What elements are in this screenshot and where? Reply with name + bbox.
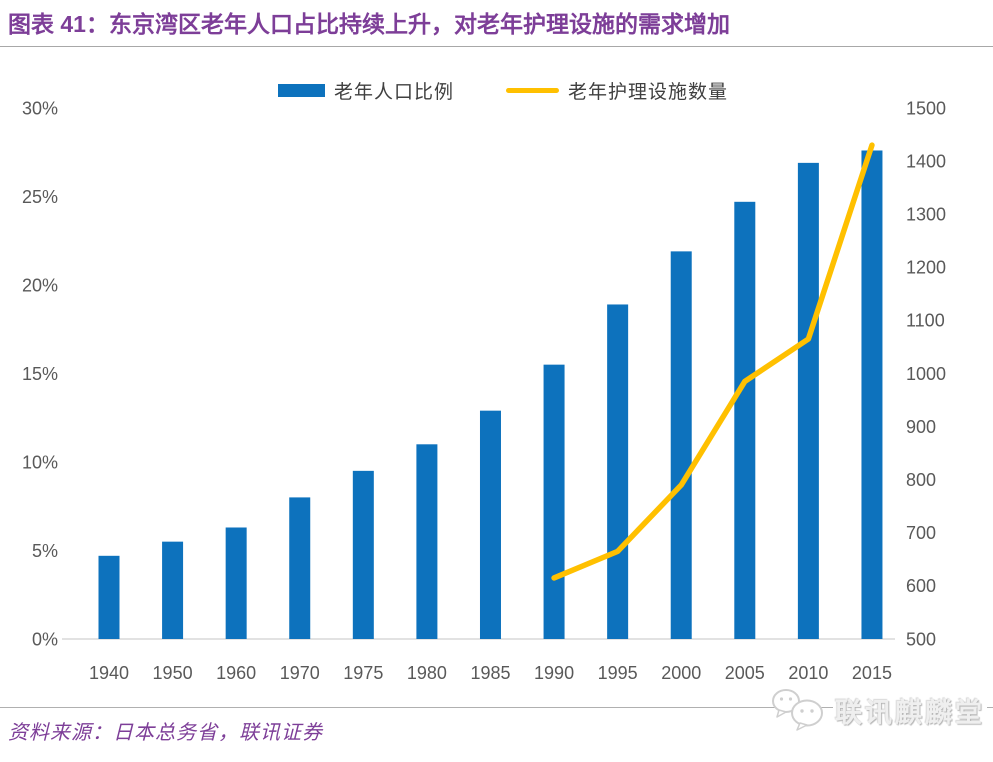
bar-1950 bbox=[162, 541, 184, 640]
chart-legend: 老年人口比例 老年护理设施数量 bbox=[278, 77, 728, 104]
brand-watermark-text: 联讯麒麟堂 bbox=[833, 690, 987, 730]
line-series-swatch-icon bbox=[506, 88, 560, 94]
x-axis-tick-label: 1980 bbox=[407, 663, 447, 683]
legend-label-bar-series: 老年人口比例 bbox=[334, 82, 455, 104]
right-axis-tick-label: 700 bbox=[906, 523, 936, 543]
bar-1940 bbox=[98, 555, 120, 640]
right-axis-tick-label: 1400 bbox=[906, 152, 946, 172]
x-axis-tick-label: 2010 bbox=[788, 663, 828, 683]
left-axis-tick-label: 10% bbox=[22, 452, 58, 472]
bar-1990 bbox=[543, 364, 565, 640]
bar-2005 bbox=[734, 201, 756, 640]
chart-title: 图表 41：东京湾区老年人口占比持续上升，对老年护理设施的需求增加 bbox=[8, 11, 730, 37]
bar-2010 bbox=[797, 163, 819, 640]
x-axis-tick-label: 1970 bbox=[280, 663, 320, 683]
brand-watermark: 联讯麒麟堂 bbox=[769, 686, 987, 734]
left-axis-tick-label: 0% bbox=[32, 629, 58, 649]
right-axis-tick-label: 1000 bbox=[906, 364, 946, 384]
chat-bubbles-icon bbox=[772, 689, 823, 731]
right-axis-tick-label: 600 bbox=[906, 576, 936, 596]
bar-2015 bbox=[861, 150, 883, 640]
legend-label-line-series: 老年护理设施数量 bbox=[568, 82, 729, 104]
left-axis-tick-label: 25% bbox=[22, 187, 58, 207]
x-axis-tick-label: 1985 bbox=[470, 663, 510, 683]
right-axis-tick-label: 1500 bbox=[906, 98, 946, 118]
combo-chart-plot: 0% 5% 10% 15% 20% 25% 30% 500 600 700 800 900 1000 11… bbox=[22, 98, 946, 683]
bar-1995 bbox=[607, 304, 629, 640]
right-axis-tick-label: 1200 bbox=[906, 258, 946, 278]
legend-item-bar-series: 老年人口比例 bbox=[278, 77, 454, 104]
bar-series-swatch-icon bbox=[278, 84, 325, 98]
chart-area: 0% 5% 10% 15% 20% 25% 30% 500 600 700 800 900 1000 11… bbox=[0, 47, 993, 697]
bar-1975 bbox=[352, 471, 374, 640]
right-axis-tick-label: 1300 bbox=[906, 205, 946, 225]
left-axis-tick-label: 30% bbox=[22, 98, 58, 118]
right-axis-tick-label: 1100 bbox=[906, 311, 945, 331]
footer: 资料来源：日本总务省，联讯证券 联讯麒麟堂 bbox=[0, 689, 993, 758]
x-axis-tick-label: 1950 bbox=[153, 663, 193, 683]
source-note: 资料来源：日本总务省，联讯证券 bbox=[8, 722, 323, 745]
line-series-path bbox=[551, 142, 875, 581]
legend-item-line-series: 老年护理设施数量 bbox=[506, 77, 728, 104]
x-axis-tick-label: 1990 bbox=[534, 663, 574, 683]
report-page: 图表 41：东京湾区老年人口占比持续上升，对老年护理设施的需求增加 0% 5% 10… bbox=[0, 8, 993, 762]
bar-1985 bbox=[479, 410, 501, 640]
right-axis-tick-label: 900 bbox=[906, 417, 936, 437]
x-axis-tick-label: 1975 bbox=[343, 663, 383, 683]
left-axis-tick-label: 5% bbox=[32, 541, 58, 561]
title-divider bbox=[0, 46, 993, 48]
bar-1980 bbox=[416, 444, 438, 640]
right-axis-tick-label: 500 bbox=[906, 629, 936, 649]
x-axis-tick-label: 2000 bbox=[661, 663, 701, 683]
x-axis-tick-label: 1960 bbox=[216, 663, 256, 683]
x-axis-tick-label: 2005 bbox=[725, 663, 765, 683]
left-axis-tick-label: 20% bbox=[22, 275, 58, 295]
x-axis-tick-label: 1995 bbox=[598, 663, 638, 683]
x-axis-tick-label: 1940 bbox=[89, 663, 129, 683]
left-axis-tick-label: 15% bbox=[22, 364, 58, 384]
bar-2000 bbox=[670, 251, 692, 640]
right-axis-tick-label: 800 bbox=[906, 470, 936, 490]
bar-1960 bbox=[225, 527, 247, 640]
bar-1970 bbox=[289, 497, 311, 640]
x-axis-tick-label: 2015 bbox=[852, 663, 892, 683]
